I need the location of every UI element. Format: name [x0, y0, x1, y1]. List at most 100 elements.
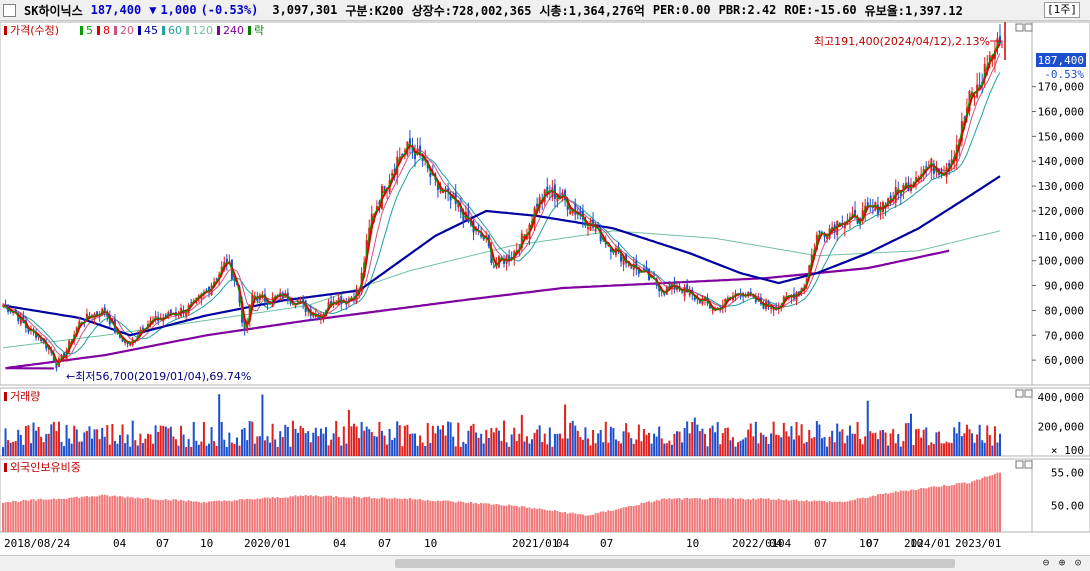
candle	[709, 305, 712, 309]
period-button[interactable]: [1주]	[1044, 2, 1080, 18]
volume-bar	[864, 436, 867, 456]
foreign-bar	[866, 497, 869, 532]
foreign-bar	[655, 500, 658, 532]
volume-bar	[223, 439, 226, 456]
foreign-bar	[12, 500, 15, 532]
volume-bar	[490, 428, 493, 456]
volume-bar	[2, 447, 4, 456]
candle	[85, 313, 88, 321]
volume-bar	[103, 436, 106, 456]
candle	[289, 302, 292, 304]
foreign-bar	[294, 495, 297, 532]
foreign-bar	[358, 497, 361, 532]
candle	[401, 153, 404, 156]
volume-bar	[762, 434, 765, 456]
zoom-reset-icon[interactable]: ⊙	[1074, 556, 1082, 569]
volume-bar	[436, 425, 439, 456]
volume-bar	[508, 446, 511, 456]
foreign-bar	[978, 479, 981, 532]
volume-bar	[281, 437, 284, 456]
foreign-bar	[747, 499, 750, 532]
foreign-bar	[971, 481, 974, 532]
volume-bar	[579, 436, 582, 456]
foreign-bar	[808, 501, 811, 532]
volume-bar	[136, 445, 139, 456]
volume-bar	[65, 425, 68, 456]
foreign-label: 외국인보유비중	[10, 461, 81, 474]
candle	[408, 138, 411, 146]
volume-bar	[131, 420, 134, 456]
candle	[622, 257, 625, 265]
ma240-line	[5, 249, 950, 370]
volume-bar	[655, 436, 658, 456]
foreign-bar	[599, 511, 602, 532]
foreign-bar	[363, 496, 366, 532]
volume-bar	[866, 400, 869, 456]
volume-bar	[533, 433, 536, 456]
scrollbar-thumb[interactable]	[395, 559, 955, 568]
volume-bar	[571, 420, 574, 456]
foreign-bar	[515, 505, 518, 532]
volume-bar	[889, 433, 892, 456]
zoom-out-icon[interactable]: ⊖	[1042, 556, 1050, 569]
foreign-bar	[892, 492, 895, 532]
stock-change: 1,000	[160, 3, 197, 17]
foreign-bar	[780, 499, 783, 532]
foreign-bar	[383, 497, 386, 532]
candle	[302, 298, 305, 303]
volume-bar	[373, 435, 376, 456]
candle	[620, 251, 623, 262]
time-scrollbar[interactable]: ⊖ ⊕ ⊙	[0, 555, 1090, 571]
candle	[635, 260, 638, 269]
foreign-bar	[960, 482, 963, 532]
candle	[129, 343, 132, 346]
foreign-bar	[73, 497, 76, 532]
foreign-bar	[798, 501, 801, 532]
volume-bar	[912, 445, 915, 456]
volume-bar	[289, 446, 292, 456]
legend-swatch	[4, 392, 7, 401]
foreign-bar	[4, 502, 7, 532]
foreign-bar	[851, 500, 854, 532]
foreign-bar	[149, 498, 152, 532]
volume-bar	[279, 431, 282, 456]
volume-bar	[731, 437, 734, 456]
candle	[795, 291, 798, 302]
roe-value: ROE:-15.60	[784, 3, 857, 17]
volume-bar	[129, 446, 132, 456]
candle	[266, 298, 269, 305]
candle	[856, 218, 859, 224]
foreign-bar	[414, 499, 417, 532]
volume-bar	[800, 424, 803, 456]
foreign-bar	[665, 499, 668, 532]
foreign-bar	[274, 498, 277, 532]
foreign-bar	[518, 507, 521, 532]
foreign-bar	[854, 499, 857, 532]
volume-bar	[220, 421, 223, 456]
foreign-bar	[902, 490, 905, 532]
foreign-bar	[920, 488, 923, 532]
candle	[584, 222, 587, 226]
volume-bar	[215, 445, 218, 456]
foreign-bar	[192, 501, 195, 532]
foreign-bar	[101, 494, 104, 532]
volume-bar	[139, 433, 142, 456]
ma8-line	[2, 43, 1001, 364]
foreign-bar	[342, 496, 345, 532]
candle	[190, 302, 193, 304]
volume-bar	[106, 425, 109, 456]
volume-bar	[55, 430, 58, 456]
checkbox-icon[interactable]	[3, 3, 16, 17]
volume-bar	[536, 429, 539, 456]
volume-bar	[772, 421, 775, 456]
candle	[889, 195, 892, 201]
foreign-bar	[744, 499, 747, 532]
foreign-bar	[803, 501, 806, 532]
foreign-panel-axis	[1031, 458, 1090, 533]
price-tick-label: 70,000	[1044, 329, 1084, 342]
volume-bar	[833, 442, 836, 456]
zoom-in-icon[interactable]: ⊕	[1058, 556, 1066, 569]
foreign-bar	[14, 501, 17, 532]
foreign-bar	[352, 496, 355, 532]
